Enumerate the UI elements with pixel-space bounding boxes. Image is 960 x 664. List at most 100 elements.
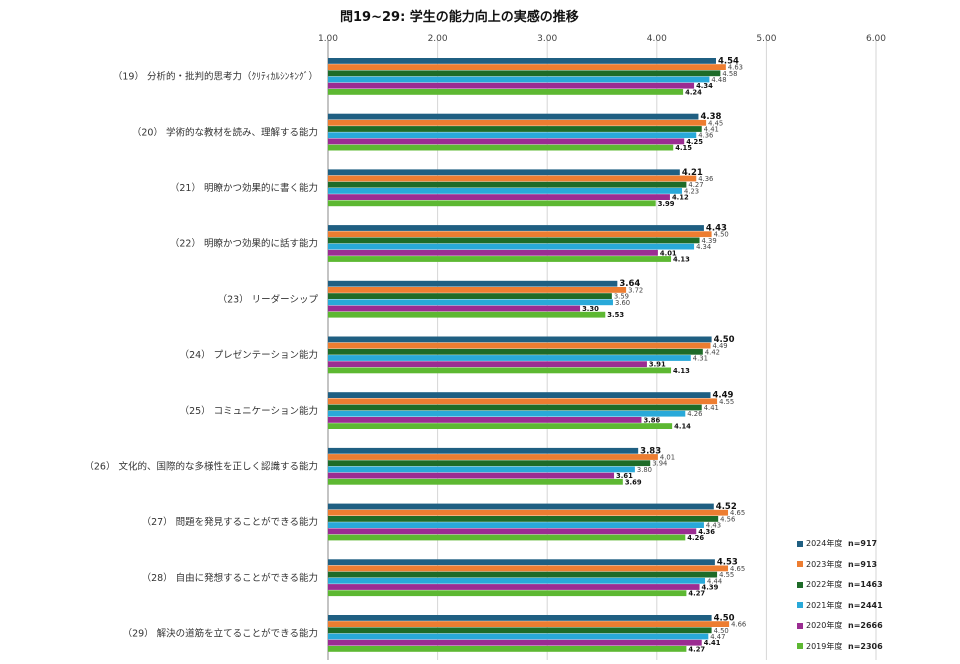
legend-series-name: 2024年度 <box>806 539 843 548</box>
legend-item: 2023年度 n=913 <box>797 559 877 570</box>
bar <box>328 237 700 244</box>
x-tick-label: 2.00 <box>428 34 448 44</box>
bar <box>328 361 647 368</box>
x-tick-label: 3.00 <box>537 34 557 44</box>
category-label: （22） 明瞭かつ効果的に話す能力 <box>170 238 318 250</box>
legend-swatch <box>797 561 803 567</box>
bar <box>328 249 658 256</box>
bar <box>328 144 674 151</box>
bar <box>328 410 686 417</box>
data-label: 4.41 <box>704 404 719 412</box>
legend-sample-size: n=2441 <box>848 600 883 610</box>
data-label: 3.72 <box>628 286 643 294</box>
bar <box>328 311 606 318</box>
data-label: 4.24 <box>685 88 702 96</box>
bar <box>328 460 651 467</box>
bar <box>328 336 712 343</box>
data-label: 4.44 <box>707 577 722 585</box>
legend-swatch <box>797 622 803 629</box>
bar <box>328 584 700 590</box>
bar <box>328 194 670 200</box>
data-label: 4.63 <box>728 64 743 72</box>
legend-swatch <box>797 581 803 588</box>
data-label: 4.25 <box>686 138 703 146</box>
bar <box>328 534 686 541</box>
category-label: （27） 問題を発見することができる能力 <box>142 516 318 528</box>
x-tick-label: 5.00 <box>756 34 776 44</box>
bar <box>328 132 697 139</box>
bar <box>328 528 697 535</box>
data-label: 4.31 <box>693 355 708 363</box>
category-label: （23） リーダーシップ <box>218 293 319 305</box>
legend-item: 2024年度 n=917 <box>797 538 877 549</box>
data-label: 4.38 <box>700 112 721 122</box>
legend-series-name: 2020年度 <box>806 621 843 630</box>
bar <box>328 646 687 652</box>
bar <box>328 64 726 70</box>
bar <box>328 565 729 572</box>
data-label: 4.41 <box>704 126 719 134</box>
bar <box>328 472 615 479</box>
category-label: （26） 文化的、国際的な多様性を正しく認識する能力 <box>84 461 318 473</box>
data-label: 3.61 <box>616 472 633 480</box>
data-label: 4.13 <box>673 367 690 375</box>
data-label: 4.01 <box>660 454 675 462</box>
bar <box>328 58 716 64</box>
data-label: 4.26 <box>687 534 704 542</box>
bar <box>328 348 703 355</box>
legend-sample-size: n=2666 <box>848 621 883 630</box>
legend-series-name: 2019年度 <box>806 641 843 651</box>
data-label: 4.27 <box>688 590 705 598</box>
legend-series-name: 2023年度 <box>806 559 843 569</box>
data-label: 4.21 <box>682 168 703 178</box>
bar <box>328 509 729 516</box>
data-label: 4.58 <box>722 70 737 78</box>
category-label: （20） 学術的な教材を読み、理解する能力 <box>132 126 318 138</box>
data-label: 3.86 <box>643 416 660 424</box>
bar <box>328 70 721 77</box>
data-label: 4.43 <box>706 522 721 530</box>
data-label: 4.50 <box>714 613 735 623</box>
category-label: （29） 解決の道筋を立てることができる能力 <box>123 628 318 640</box>
data-label: 3.59 <box>614 293 629 301</box>
bar <box>328 522 704 528</box>
data-label: 4.42 <box>705 348 720 356</box>
bar <box>328 299 613 306</box>
x-tick-label: 4.00 <box>647 34 667 44</box>
bar <box>328 113 699 120</box>
bar <box>328 621 730 627</box>
bar <box>328 89 684 95</box>
bar <box>328 478 623 485</box>
bar <box>328 126 702 132</box>
data-label: 4.49 <box>713 342 728 350</box>
bar <box>328 293 612 299</box>
bar <box>328 367 672 374</box>
legend-sample-size: n=913 <box>848 559 878 569</box>
data-label: 4.55 <box>719 571 734 579</box>
data-label: 4.45 <box>708 119 723 127</box>
data-label: 4.15 <box>675 144 692 152</box>
legend-series-name: 2022年度 <box>806 580 843 589</box>
bar <box>328 627 712 634</box>
data-label: 4.23 <box>684 187 699 195</box>
data-label: 4.39 <box>702 584 719 592</box>
category-label: （19） 分析的・批判的思考力（ｸﾘﾃｨｶﾙｼﾝｷﾝｸﾞ） <box>113 71 318 83</box>
bar <box>328 200 656 207</box>
data-label: 4.34 <box>696 82 713 90</box>
data-label: 4.56 <box>720 515 735 523</box>
data-label: 4.12 <box>672 194 689 202</box>
data-label: 4.65 <box>730 509 745 517</box>
data-label: 4.27 <box>688 645 705 653</box>
bar <box>328 615 712 621</box>
category-label: （24） プレゼンテーション能力 <box>180 349 318 361</box>
data-label: 4.49 <box>713 391 734 401</box>
bar <box>328 392 711 398</box>
bar <box>328 355 691 361</box>
bar <box>328 466 635 473</box>
data-label: 4.50 <box>714 231 729 239</box>
bar <box>328 571 718 578</box>
data-label: 4.66 <box>731 621 746 629</box>
data-label: 4.53 <box>717 558 738 568</box>
